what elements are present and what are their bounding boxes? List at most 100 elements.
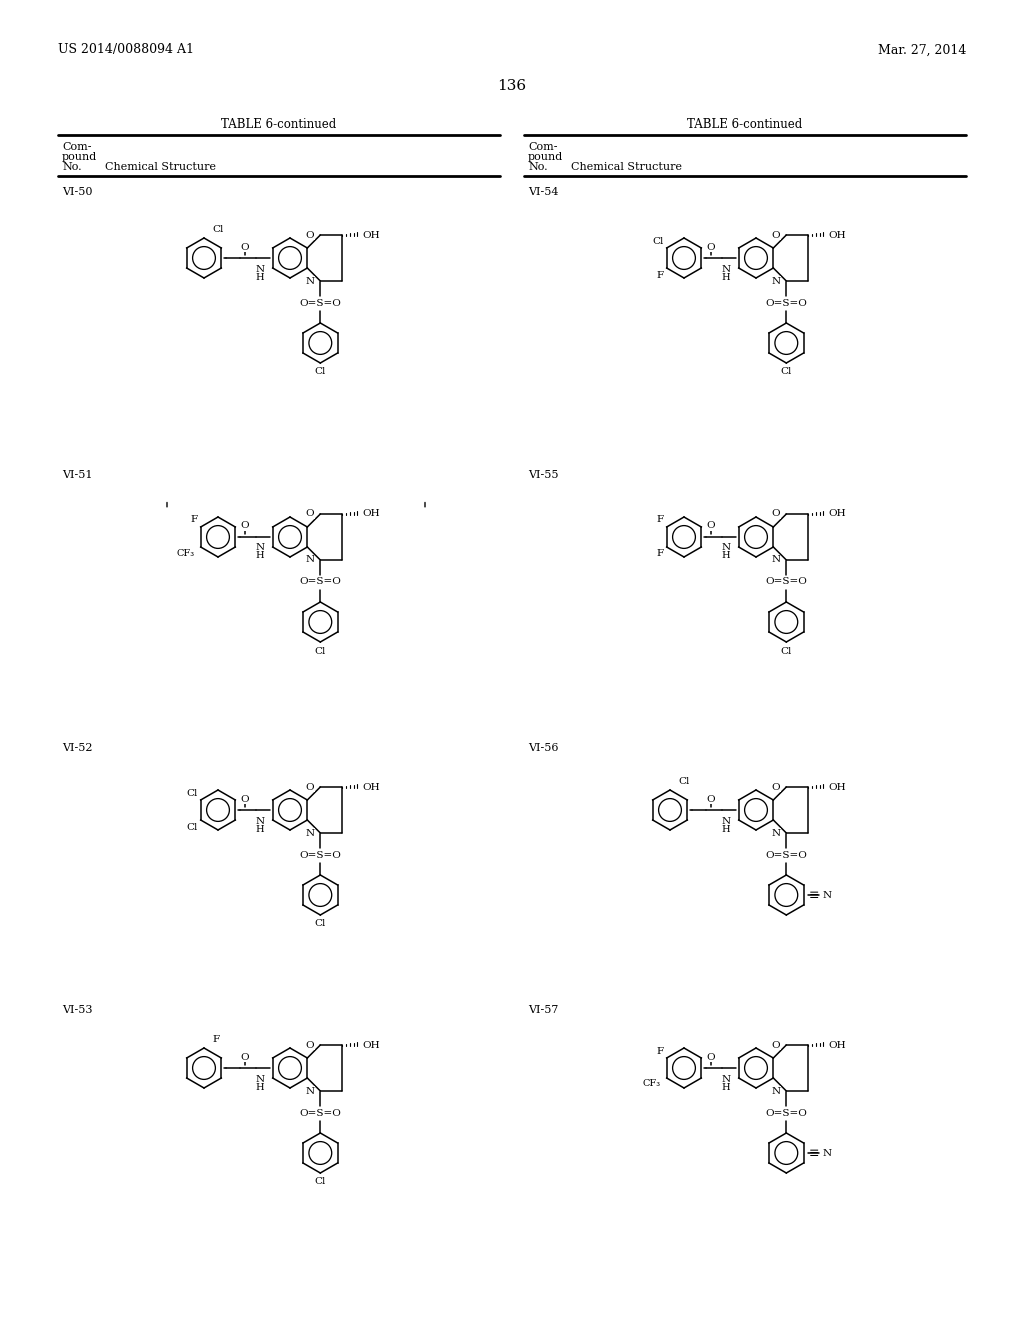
Text: F: F [656,516,664,524]
Text: VI-50: VI-50 [62,187,92,197]
Text: H: H [256,1082,264,1092]
Text: N: N [722,264,730,273]
Text: CF₃: CF₃ [643,1080,662,1089]
Text: N: N [722,1074,730,1084]
Text: O: O [241,1052,249,1061]
Text: Cl: Cl [186,822,198,832]
Text: O=S=O: O=S=O [765,298,807,308]
Text: H: H [256,272,264,281]
Text: O=S=O: O=S=O [299,298,341,308]
Text: Com-: Com- [528,143,557,152]
Text: N: N [305,276,314,285]
Text: VI-56: VI-56 [528,743,558,752]
Text: VI-55: VI-55 [528,470,558,480]
Text: H: H [722,272,730,281]
Text: N: N [771,556,780,565]
Text: O=S=O: O=S=O [299,578,341,586]
Text: N: N [255,817,264,825]
Text: H: H [256,825,264,833]
Text: O: O [306,1040,314,1049]
Text: N: N [305,556,314,565]
Text: No.: No. [528,162,548,172]
Text: O=S=O: O=S=O [299,850,341,859]
Text: O: O [772,783,780,792]
Text: VI-52: VI-52 [62,743,92,752]
Text: O: O [306,231,314,239]
Text: O=S=O: O=S=O [765,850,807,859]
Text: H: H [722,1082,730,1092]
Text: O: O [707,1052,716,1061]
Text: OH: OH [362,1040,380,1049]
Text: O: O [707,795,716,804]
Text: OH: OH [362,231,380,239]
Text: H: H [722,825,730,833]
Text: OH: OH [828,1040,846,1049]
Text: N: N [255,1074,264,1084]
Text: VI-51: VI-51 [62,470,92,480]
Text: H: H [256,552,264,561]
Text: O: O [772,231,780,239]
Text: Chemical Structure: Chemical Structure [105,162,216,172]
Text: O: O [306,510,314,519]
Text: Cl: Cl [314,647,326,656]
Text: N: N [771,829,780,837]
Text: N: N [771,1086,780,1096]
Text: TABLE 6-continued: TABLE 6-continued [687,117,803,131]
Text: O: O [707,243,716,252]
Text: No.: No. [62,162,82,172]
Text: O: O [772,1040,780,1049]
Text: OH: OH [828,783,846,792]
Text: VI-53: VI-53 [62,1005,92,1015]
Text: N: N [771,276,780,285]
Text: O: O [241,521,249,531]
Text: TABLE 6-continued: TABLE 6-continued [221,117,337,131]
Text: O=S=O: O=S=O [765,1109,807,1118]
Text: O=S=O: O=S=O [765,578,807,586]
Text: O: O [707,521,716,531]
Text: 136: 136 [498,79,526,92]
Text: O: O [772,510,780,519]
Text: Mar. 27, 2014: Mar. 27, 2014 [878,44,966,57]
Text: O: O [241,795,249,804]
Text: O=S=O: O=S=O [299,1109,341,1118]
Text: ≡: ≡ [809,888,819,902]
Text: F: F [656,549,664,558]
Text: pound: pound [528,152,563,162]
Text: ≡: ≡ [809,1147,819,1159]
Text: Cl: Cl [314,1177,326,1187]
Text: H: H [722,552,730,561]
Text: US 2014/0088094 A1: US 2014/0088094 A1 [58,44,194,57]
Text: F: F [190,516,198,524]
Text: Com-: Com- [62,143,91,152]
Text: Cl: Cl [652,236,664,246]
Text: Cl: Cl [678,777,689,787]
Text: OH: OH [828,231,846,239]
Text: Cl: Cl [780,647,792,656]
Text: N: N [722,544,730,553]
Text: pound: pound [62,152,97,162]
Text: N: N [255,264,264,273]
Text: Cl: Cl [780,367,792,376]
Text: Cl: Cl [314,920,326,928]
Text: F: F [656,1047,664,1056]
Text: F: F [656,271,664,280]
Text: N: N [305,1086,314,1096]
Text: Cl: Cl [314,367,326,376]
Text: OH: OH [828,510,846,519]
Text: O: O [306,783,314,792]
Text: OH: OH [362,783,380,792]
Text: CF₃: CF₃ [177,549,195,557]
Text: N: N [822,891,831,899]
Text: VI-54: VI-54 [528,187,558,197]
Text: VI-57: VI-57 [528,1005,558,1015]
Text: N: N [822,1148,831,1158]
Text: N: N [255,544,264,553]
Text: Cl: Cl [186,788,198,797]
Text: Cl: Cl [212,226,223,235]
Text: OH: OH [362,510,380,519]
Text: O: O [241,243,249,252]
Text: F: F [212,1035,219,1044]
Text: N: N [722,817,730,825]
Text: Chemical Structure: Chemical Structure [571,162,682,172]
Text: N: N [305,829,314,837]
